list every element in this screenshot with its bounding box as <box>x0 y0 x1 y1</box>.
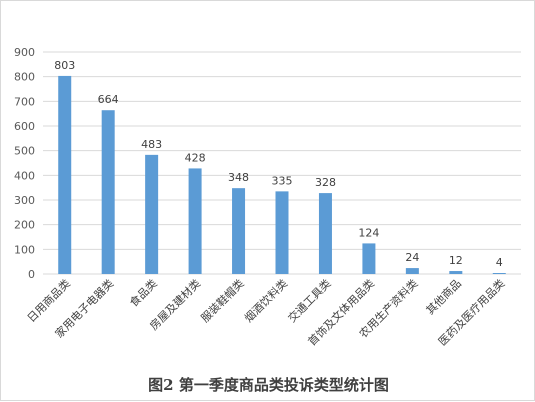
y-tick-label: 0 <box>28 268 35 281</box>
x-tick-label: 其他商品 <box>423 276 464 317</box>
data-label: 428 <box>185 151 206 164</box>
data-label: 328 <box>315 176 336 189</box>
data-label: 335 <box>272 174 293 187</box>
y-tick-label: 300 <box>14 194 35 207</box>
bar <box>362 243 375 274</box>
bar <box>406 268 419 274</box>
bar <box>319 193 332 274</box>
bar <box>493 273 506 274</box>
y-tick-label: 800 <box>14 71 35 84</box>
data-label: 348 <box>228 171 249 184</box>
bar <box>102 110 115 274</box>
data-label: 803 <box>54 59 75 72</box>
y-tick-label: 400 <box>14 169 35 182</box>
bar <box>189 168 202 274</box>
y-tick-label: 200 <box>14 219 35 232</box>
bar <box>449 271 462 274</box>
y-tick-label: 500 <box>14 145 35 158</box>
bar <box>232 188 245 274</box>
data-label: 124 <box>358 226 379 239</box>
x-tick-label: 食品类 <box>127 276 160 309</box>
data-label: 4 <box>496 256 503 269</box>
y-tick-label: 900 <box>14 46 35 59</box>
data-label: 483 <box>141 138 162 151</box>
bar <box>145 155 158 274</box>
bar <box>58 76 71 274</box>
data-label: 12 <box>449 254 463 267</box>
y-tick-label: 100 <box>14 243 35 256</box>
data-label: 24 <box>405 251 419 264</box>
y-tick-label: 700 <box>14 95 35 108</box>
chart-title: 图2 第一季度商品类投诉类型统计图 <box>1 374 535 395</box>
bar <box>276 191 289 274</box>
x-tick-label: 服装鞋帽类 <box>198 276 247 325</box>
data-label: 664 <box>98 93 119 106</box>
x-tick-label: 烟酒饮料类 <box>241 276 290 325</box>
y-tick-label: 600 <box>14 120 35 133</box>
